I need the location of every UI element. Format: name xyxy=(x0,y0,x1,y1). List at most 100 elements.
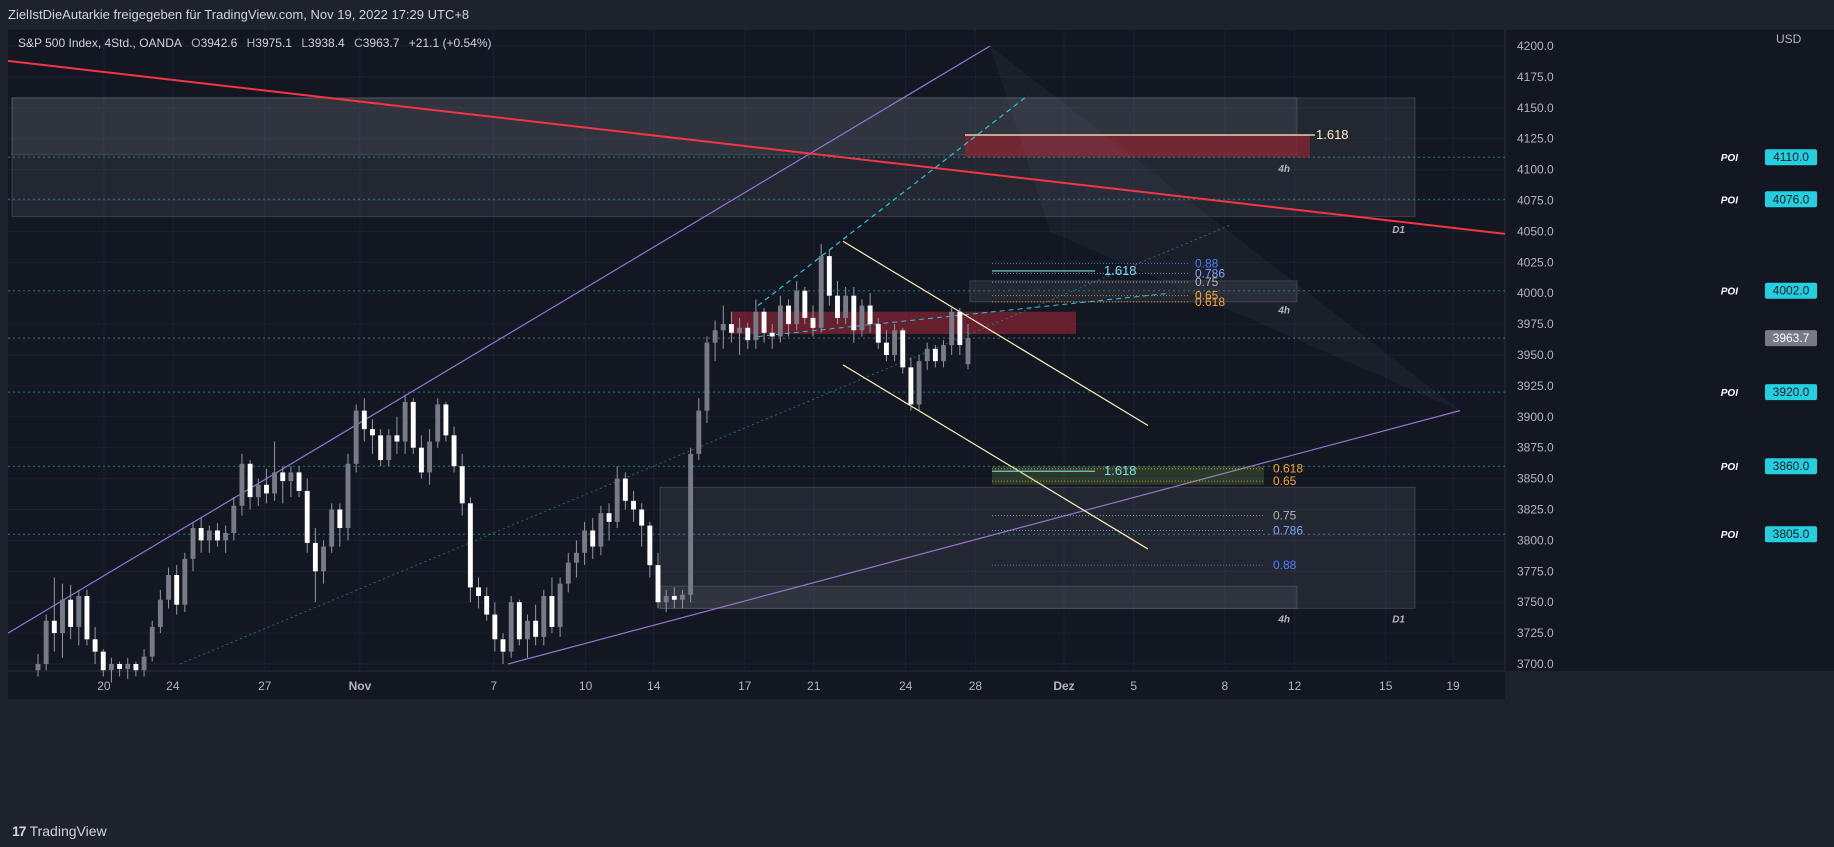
candle-body xyxy=(647,525,653,566)
candle-body xyxy=(84,596,90,640)
y-tick-label: 4150.0 xyxy=(1517,101,1554,115)
y-tick-label: 3825.0 xyxy=(1517,503,1554,517)
zone-label: D1 xyxy=(1392,225,1405,236)
footer-bar: 17 TradingView xyxy=(0,815,1834,847)
y-tick-label: 3700.0 xyxy=(1517,657,1554,671)
poi-price-text: 3920.0 xyxy=(1773,385,1810,399)
x-tick-label: 24 xyxy=(899,679,913,693)
candle-body xyxy=(916,361,922,405)
fib-label: 0.65 xyxy=(1195,289,1219,303)
candle-body xyxy=(386,435,392,461)
y-tick-label: 4050.0 xyxy=(1517,224,1554,238)
candle-body xyxy=(663,596,669,603)
candle-body xyxy=(533,620,539,637)
candle-body xyxy=(908,367,914,405)
poi-label: POI xyxy=(1721,195,1738,206)
high-label: H xyxy=(246,36,256,50)
open-value: 3942.6 xyxy=(200,36,238,50)
zone-4h-bottom xyxy=(659,585,1298,609)
poi-price-text: 4110.0 xyxy=(1773,150,1809,164)
candle-body xyxy=(100,651,106,671)
y-tick-label: 3850.0 xyxy=(1517,472,1554,486)
candle-body xyxy=(231,505,237,533)
teal-dashed-upper xyxy=(757,94,1029,307)
fib-label: 0.786 xyxy=(1195,266,1225,280)
candle-body xyxy=(712,330,718,343)
candle-body xyxy=(883,342,889,355)
poi-price-badge xyxy=(1765,282,1817,299)
candle-body xyxy=(818,256,824,328)
zone-red-mid xyxy=(731,311,1076,334)
candle-body xyxy=(321,546,326,572)
candle-body xyxy=(500,639,506,652)
candle-body xyxy=(745,327,751,341)
candle-body xyxy=(166,575,171,600)
candle-body xyxy=(541,596,547,637)
candle-body xyxy=(932,348,938,362)
candle-body xyxy=(688,453,694,595)
candle-body xyxy=(68,599,74,627)
fib-label: 0.618 xyxy=(1195,295,1225,309)
x-tick-label: Nov xyxy=(349,679,372,693)
candle-body xyxy=(459,466,465,504)
candle-body xyxy=(345,463,351,529)
candle-body xyxy=(361,410,367,430)
candle-body xyxy=(337,509,343,529)
candle-body xyxy=(794,290,800,325)
candle-body xyxy=(51,620,57,634)
candle-body xyxy=(427,441,433,473)
candle-body xyxy=(777,305,783,337)
candle-body xyxy=(353,410,359,464)
open-label: O xyxy=(191,36,201,50)
candle-body xyxy=(288,472,294,482)
candle-body xyxy=(582,530,588,553)
zone-label: 4h xyxy=(1277,164,1290,175)
x-tick-label: 27 xyxy=(258,679,272,693)
candle-body xyxy=(851,295,857,331)
candle-body xyxy=(174,575,180,605)
candle-body xyxy=(810,317,816,328)
channel-lower-line xyxy=(507,410,1461,665)
candle-body xyxy=(492,614,498,640)
poi-price-badge xyxy=(1765,458,1817,475)
candle-body xyxy=(304,490,310,543)
candle-body xyxy=(418,447,424,473)
y-tick-label: 3750.0 xyxy=(1517,595,1554,609)
x-tick-label: 20 xyxy=(97,679,111,693)
candle-body xyxy=(696,410,702,454)
candle-body xyxy=(125,664,131,669)
fib-label: 1.618 xyxy=(1316,127,1349,142)
candle-body xyxy=(394,435,400,442)
x-tick-label: 21 xyxy=(807,679,821,693)
candle-body xyxy=(671,596,677,600)
candle-body xyxy=(639,509,645,526)
price-chart[interactable]: 3700.0 3725.0 3750.0 3775.0 3800.0 3825.0 3850… xyxy=(0,26,1834,815)
symbol-name[interactable]: S&P 500 Index, 4Std., OANDA xyxy=(18,36,182,50)
close-value: 3963.7 xyxy=(362,36,400,50)
tv-logo-icon: 17 xyxy=(12,823,27,839)
candle-body xyxy=(761,311,767,333)
fib-label: 0.75 xyxy=(1273,509,1297,523)
candle-body xyxy=(900,330,906,368)
tradingview-logo[interactable]: 17 TradingView xyxy=(12,823,107,839)
candle-body xyxy=(573,552,579,563)
poi-label: POI xyxy=(1721,530,1738,541)
currency-label[interactable]: USD xyxy=(1776,32,1802,46)
candle-body xyxy=(206,530,212,541)
zone-red-upper xyxy=(965,134,1310,158)
candle-body xyxy=(255,484,261,498)
candle-body xyxy=(549,596,555,627)
candle-body xyxy=(949,311,955,346)
candle-body xyxy=(141,656,147,671)
y-tick-label: 4000.0 xyxy=(1517,286,1554,300)
candle-body xyxy=(525,620,530,640)
low-value: 3938.4 xyxy=(308,36,345,50)
candle-body xyxy=(622,478,628,501)
y-tick-label: 3800.0 xyxy=(1517,533,1554,547)
candle-body xyxy=(378,435,384,461)
candle-body xyxy=(60,599,65,634)
candle-body xyxy=(565,562,571,584)
channel-upper-line xyxy=(7,45,991,634)
y-tick-label: 3775.0 xyxy=(1517,564,1554,578)
publisher-bar: ZielIstDieAutarkie freigegeben für Tradi… xyxy=(0,0,1834,30)
